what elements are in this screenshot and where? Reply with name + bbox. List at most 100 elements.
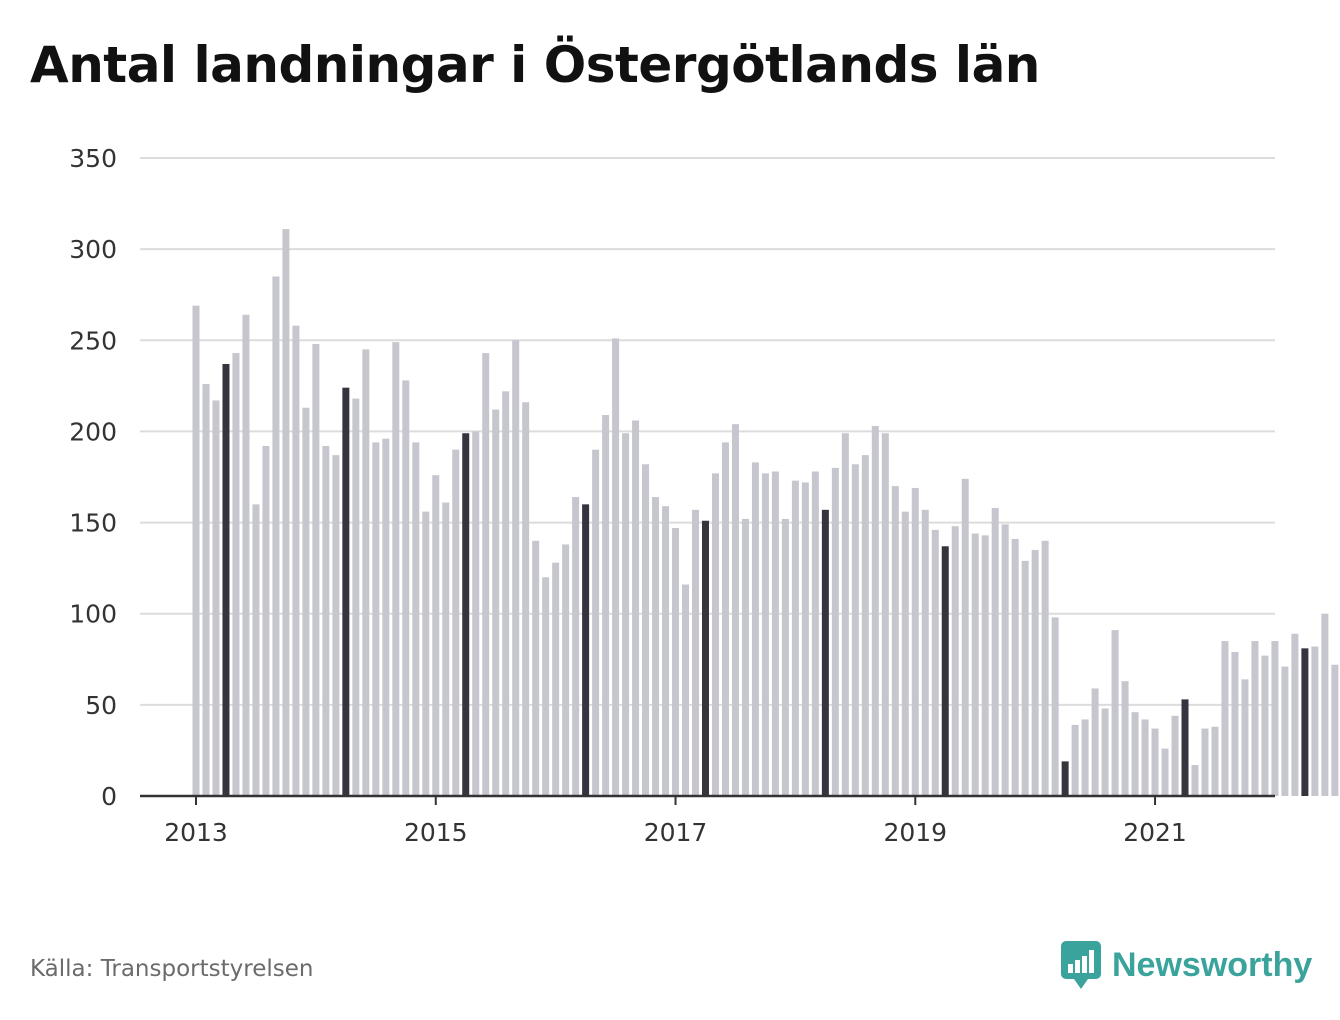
bar [1101, 708, 1109, 796]
bar [342, 387, 350, 796]
bar [512, 340, 520, 796]
bar [1321, 613, 1329, 796]
bar [881, 433, 889, 796]
bar [1261, 655, 1269, 796]
bars [192, 229, 1339, 797]
bar [941, 546, 949, 796]
bar [452, 449, 460, 796]
y-tick-label: 250 [69, 326, 117, 355]
bar [811, 471, 819, 796]
bar [971, 533, 979, 796]
bar [701, 520, 709, 796]
x-axis: 201320152017201920212023 [140, 794, 1275, 847]
bar [372, 442, 380, 796]
bar [362, 349, 370, 796]
bar [1191, 765, 1199, 796]
bar [961, 478, 969, 796]
bar [322, 446, 330, 796]
bar [232, 353, 240, 796]
bar [1121, 681, 1129, 796]
bar [891, 486, 899, 796]
bar [472, 431, 480, 796]
bar [282, 229, 290, 797]
bar [1221, 641, 1229, 796]
bar [482, 353, 490, 796]
bar [1271, 641, 1279, 796]
bar [382, 438, 390, 796]
newsworthy-logo-text: Newsworthy [1112, 945, 1313, 984]
bar [871, 425, 879, 796]
bar [801, 482, 809, 796]
bar [1111, 630, 1119, 796]
bar [781, 518, 789, 796]
bar [542, 577, 550, 796]
bar [751, 462, 759, 796]
bar [532, 540, 540, 796]
bar [332, 455, 340, 796]
bar [931, 529, 939, 796]
bar [252, 504, 260, 796]
bar [1031, 549, 1039, 796]
x-tick-label: 2019 [883, 818, 947, 847]
bar [572, 497, 580, 796]
bar [1171, 715, 1179, 796]
bar [1231, 651, 1239, 796]
bar [1201, 728, 1209, 796]
y-axis-ticks: 0 50 100 150 200 250 300 350 [69, 144, 117, 811]
bar [1061, 761, 1069, 796]
y-tick-label: 0 [101, 782, 117, 811]
bar [522, 402, 530, 796]
bar [791, 480, 799, 796]
y-tick-label: 300 [69, 235, 117, 264]
bar [662, 506, 670, 796]
bar [212, 400, 220, 796]
bar [622, 433, 630, 796]
bar [402, 380, 410, 796]
bar [771, 471, 779, 796]
bar [642, 464, 650, 796]
bar [692, 509, 699, 796]
source-note: Källa: Transportstyrelsen [30, 956, 314, 982]
bar [272, 276, 280, 796]
bar [492, 409, 500, 796]
bar [562, 544, 570, 796]
bar [412, 442, 420, 796]
bar [392, 342, 400, 796]
bar [222, 363, 230, 796]
bar [592, 449, 600, 796]
bar [352, 398, 360, 796]
bar [1331, 664, 1339, 796]
y-tick-label: 200 [69, 417, 117, 446]
bar-chart: 0 50 100 150 200 250 300 350 2013 2015 2017 2019 20… [69, 144, 1339, 847]
bar [292, 325, 300, 796]
bar [1151, 728, 1159, 796]
bar [602, 415, 610, 796]
bar [1001, 524, 1009, 796]
bar [462, 433, 470, 796]
bar [652, 497, 660, 796]
bar [1241, 679, 1249, 796]
bar [682, 584, 690, 796]
newsworthy-logo[interactable]: Newsworthy [1060, 940, 1312, 990]
bar [192, 305, 200, 796]
y-tick-label: 350 [69, 144, 117, 173]
bar [552, 562, 560, 796]
bar [1211, 726, 1219, 796]
bar [1161, 748, 1169, 796]
y-tick-label: 150 [69, 509, 117, 538]
y-tick-label: 100 [69, 600, 117, 629]
bar [262, 446, 270, 796]
bar [1311, 646, 1319, 796]
bar [711, 473, 719, 796]
bar [1081, 719, 1089, 796]
bar [721, 442, 729, 796]
bar [1181, 699, 1189, 796]
bar [981, 535, 989, 796]
bar [1291, 633, 1299, 796]
newsworthy-logo-icon [1061, 941, 1101, 989]
bar [821, 509, 829, 796]
bar [1071, 724, 1079, 796]
bar [1301, 648, 1309, 796]
bar [991, 507, 999, 796]
bar [851, 464, 859, 796]
